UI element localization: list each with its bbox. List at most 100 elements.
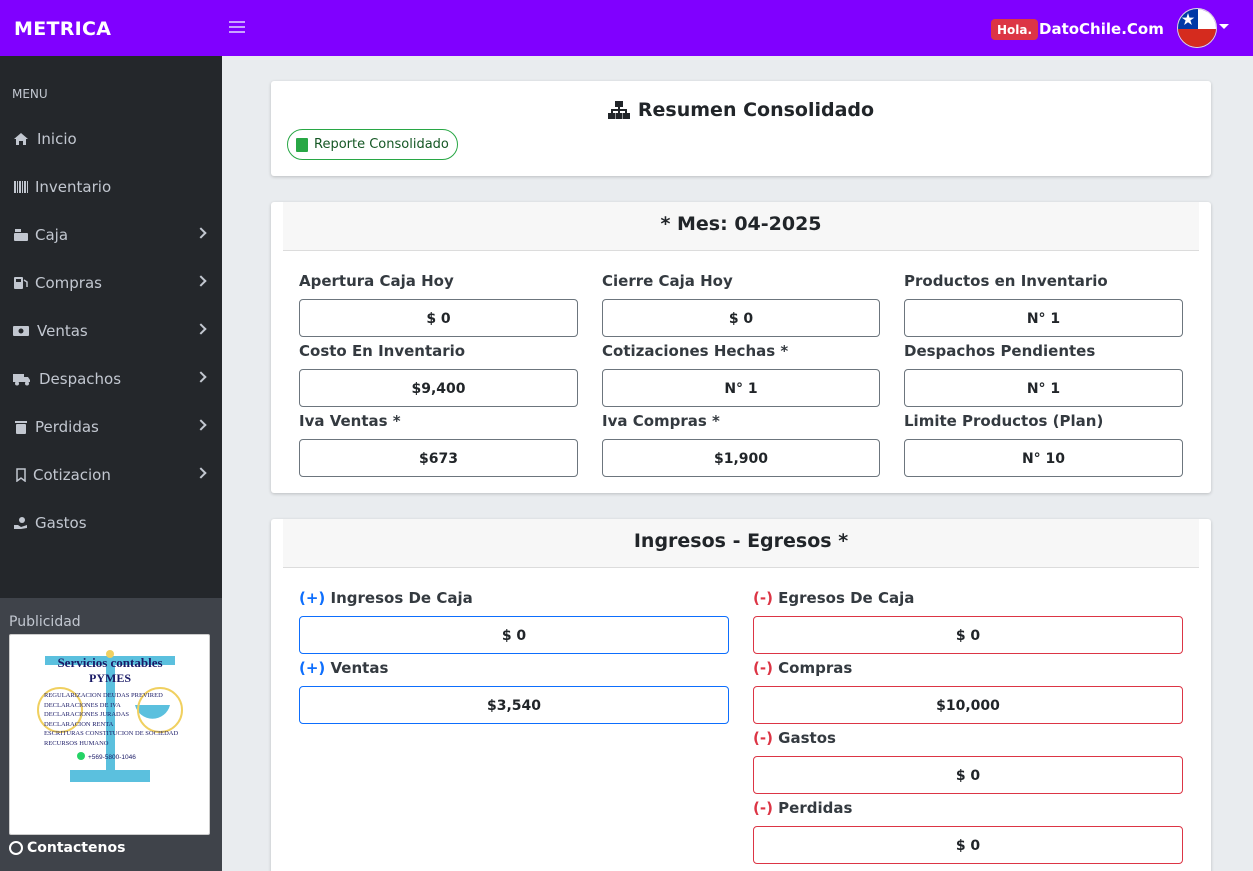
summary-card: Resumen Consolidado Reporte Consolidado	[271, 81, 1211, 176]
advert-service: REGULARIZACION DEUDAS PREVIRED	[44, 692, 163, 699]
hand-holding-usd-icon	[13, 515, 29, 531]
sitemap-icon	[607, 101, 630, 119]
advert-service: DECLARACIONES DE IVA	[44, 702, 121, 709]
compras-field[interactable]: $10,000	[753, 686, 1183, 724]
iva-ventas-field[interactable]: $673	[299, 439, 578, 477]
sidebar-item-despachos[interactable]: Despachos	[0, 355, 222, 403]
greeting-badge: Hola.	[991, 19, 1039, 40]
sidebar-item-inicio[interactable]: Inicio	[0, 115, 222, 163]
advert-service: RECURSOS HUMANO	[44, 740, 109, 747]
advert-subheading: PYMES	[89, 671, 131, 685]
site-name: DatoChile.Com	[1039, 20, 1164, 38]
chile-flag-avatar[interactable]	[1177, 8, 1217, 48]
advert-title: Publicidad	[9, 614, 81, 630]
chevron-right-icon	[195, 419, 207, 431]
label-text: Compras	[778, 659, 853, 677]
trash-icon	[13, 419, 29, 435]
despachos-pendientes-field[interactable]: N° 1	[904, 369, 1183, 407]
consolidated-report-button[interactable]: Reporte Consolidado	[287, 129, 458, 160]
sidebar-item-label: Inventario	[35, 178, 112, 196]
ventas-field[interactable]: $3,540	[299, 686, 729, 724]
sidebar-item-label: Cotizacion	[33, 466, 111, 484]
sidebar-item-compras[interactable]: Compras	[0, 259, 222, 307]
truck-icon	[13, 371, 31, 387]
advert-heading: Servicios contables	[57, 655, 162, 670]
advert-phone: +569-5800-1046	[88, 754, 136, 761]
perdidas-field[interactable]: $ 0	[753, 826, 1183, 864]
ingresos-caja-field[interactable]: $ 0	[299, 616, 729, 654]
sidebar-item-label: Despachos	[39, 370, 122, 388]
cierre-caja-field[interactable]: $ 0	[602, 299, 880, 337]
brand-logo[interactable]: METRICA	[14, 18, 112, 40]
advert-banner[interactable]: Servicios contables PYMES REGULARIZACION…	[9, 634, 210, 835]
minus-sign: (-)	[753, 659, 773, 677]
field-label-despachos-pendientes: Despachos Pendientes	[904, 342, 1096, 360]
field-label-gastos: (-) Gastos	[753, 729, 836, 747]
contact-label: Contactenos	[27, 840, 126, 856]
field-label-cotizaciones: Cotizaciones Hechas *	[602, 342, 789, 360]
label-text: Egresos De Caja	[778, 589, 915, 607]
field-label-limite-productos: Limite Productos (Plan)	[904, 412, 1104, 430]
apertura-caja-field[interactable]: $ 0	[299, 299, 578, 337]
field-label-perdidas: (-) Perdidas	[753, 799, 852, 817]
label-text: Perdidas	[778, 799, 853, 817]
sidebar-item-gastos[interactable]: Gastos	[0, 499, 222, 547]
egresos-caja-field[interactable]: $ 0	[753, 616, 1183, 654]
field-label-iva-compras: Iva Compras *	[602, 412, 720, 430]
chevron-right-icon	[195, 227, 207, 239]
costo-inventario-field[interactable]: $9,400	[299, 369, 578, 407]
sidebar-item-caja[interactable]: Caja	[0, 211, 222, 259]
plus-sign: (+)	[299, 659, 326, 677]
barcode-icon	[13, 179, 29, 195]
gastos-field[interactable]: $ 0	[753, 756, 1183, 794]
summary-title-row: Resumen Consolidado	[271, 99, 1211, 121]
income-expense-title: Ingresos - Egresos *	[283, 519, 1199, 568]
sidebar-item-inventario[interactable]: Inventario	[0, 163, 222, 211]
minus-sign: (-)	[753, 589, 773, 607]
contact-link[interactable]: Contactenos	[9, 840, 125, 856]
iva-compras-field[interactable]: $1,900	[602, 439, 880, 477]
sidebar: MENU Inicio Inventario Caja Compras Vent…	[0, 56, 222, 871]
hamburger-menu-icon[interactable]	[229, 18, 245, 38]
label-text: Ingresos De Caja	[330, 589, 473, 607]
field-label-cierre-caja: Cierre Caja Hoy	[602, 272, 733, 290]
field-label-egresos-caja: (-) Egresos De Caja	[753, 589, 914, 607]
cotizaciones-field[interactable]: N° 1	[602, 369, 880, 407]
field-label-productos-inventario: Productos en Inventario	[904, 272, 1108, 290]
advert-service: ESCRITURAS CONSTITUCION DE SOCIEDAD	[44, 730, 178, 737]
label-text: Gastos	[778, 729, 836, 747]
month-summary-card: * Mes: 04-2025 Apertura Caja Hoy $ 0 Cie…	[271, 202, 1211, 493]
chevron-right-icon	[195, 371, 207, 383]
limite-productos-field[interactable]: N° 10	[904, 439, 1183, 477]
sidebar-item-cotizacion[interactable]: Cotizacion	[0, 451, 222, 499]
home-icon	[13, 131, 29, 147]
chevron-right-icon	[195, 275, 207, 287]
minus-sign: (-)	[753, 799, 773, 817]
advert-service: DECLARACION RENTA	[44, 721, 114, 728]
file-pdf-icon	[296, 137, 308, 152]
field-label-ingresos-caja: (+) Ingresos De Caja	[299, 589, 473, 607]
sidebar-item-label: Gastos	[35, 514, 87, 532]
chevron-down-icon[interactable]	[1219, 24, 1229, 29]
field-label-compras: (-) Compras	[753, 659, 852, 677]
minus-sign: (-)	[753, 729, 773, 747]
label-text: Ventas	[330, 659, 389, 677]
report-button-label: Reporte Consolidado	[314, 137, 449, 152]
productos-inventario-field[interactable]: N° 1	[904, 299, 1183, 337]
sidebar-item-ventas[interactable]: Ventas	[0, 307, 222, 355]
money-bill-icon	[13, 323, 29, 339]
sidebar-item-label: Compras	[35, 274, 102, 292]
sidebar-item-perdidas[interactable]: Perdidas	[0, 403, 222, 451]
sidebar-item-label: Perdidas	[35, 418, 99, 436]
cash-register-icon	[13, 227, 29, 243]
plus-sign: (+)	[299, 589, 326, 607]
field-label-iva-ventas: Iva Ventas *	[299, 412, 401, 430]
advert-service: DECLARACIONES JURADAS	[44, 711, 129, 718]
sidebar-item-label: Caja	[35, 226, 69, 244]
field-label-costo-inventario: Costo En Inventario	[299, 342, 466, 360]
bookmark-icon	[13, 467, 29, 483]
top-navbar: METRICA Hola. DatoChile.Com	[0, 0, 1253, 56]
menu-heading: MENU	[12, 87, 48, 101]
chevron-right-icon	[195, 467, 207, 479]
gas-pump-icon	[13, 275, 29, 291]
